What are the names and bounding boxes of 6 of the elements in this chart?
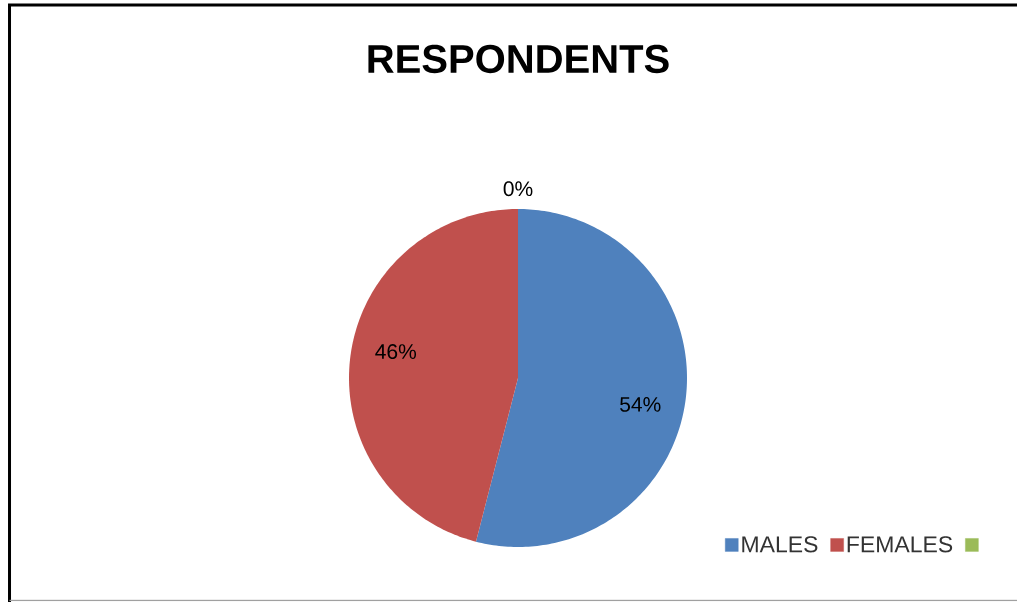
legend-label: MALES: [742, 536, 818, 553]
legend-label: FEMALES: [847, 536, 953, 553]
text: 0%: [503, 181, 533, 197]
data-label: 54%: [620, 397, 661, 412]
chart-title: RESPONDENTS: [368, 44, 669, 74]
data-label: 46%: [375, 344, 417, 359]
